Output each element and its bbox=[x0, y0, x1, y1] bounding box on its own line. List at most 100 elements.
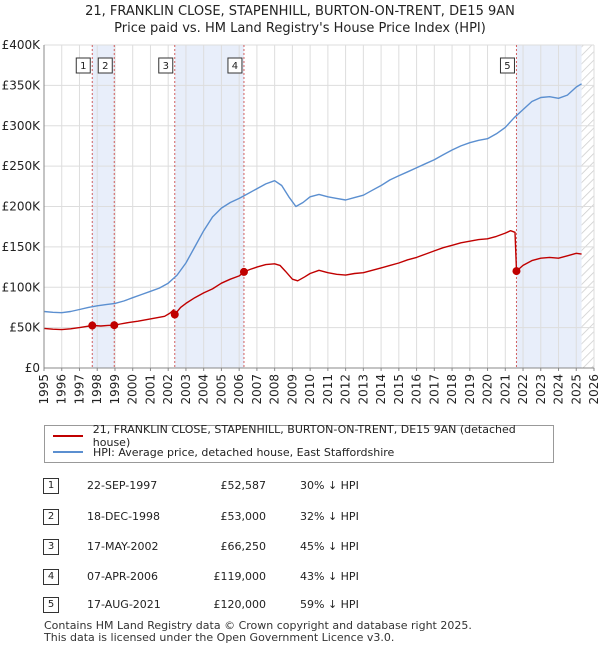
x-tick-label: 2011 bbox=[321, 374, 335, 405]
transaction-label-text: 2 bbox=[102, 61, 108, 72]
legend: 21, FRANKLIN CLOSE, STAPENHILL, BURTON-O… bbox=[44, 423, 554, 463]
x-tick-label: 1998 bbox=[90, 374, 104, 405]
transaction-badge: 3 bbox=[43, 539, 59, 555]
transaction-hpi-diff: 32% ↓ HPI bbox=[300, 510, 359, 523]
transaction-point bbox=[170, 310, 179, 319]
transaction-label-frame bbox=[97, 57, 113, 74]
property-price-line bbox=[43, 230, 582, 331]
transaction-price: £52,587 bbox=[220, 479, 267, 492]
legend-label-property: 21, FRANKLIN CLOSE, STAPENHILL, BURTON-O… bbox=[92, 423, 516, 449]
transaction-hpi-diff: 43% ↓ HPI bbox=[300, 570, 359, 583]
transaction-label-frame bbox=[158, 57, 174, 74]
hpi-line bbox=[43, 83, 582, 314]
y-tick-label: £300K bbox=[2, 119, 42, 133]
x-tick-label: 2014 bbox=[374, 374, 388, 405]
x-tick-label: 2023 bbox=[534, 374, 548, 405]
x-tick-label: 1997 bbox=[72, 374, 86, 405]
transaction-label-frame bbox=[227, 57, 243, 74]
transaction-label-text: 5 bbox=[504, 61, 510, 72]
x-tick-label: 2025 bbox=[569, 374, 583, 405]
y-tick-label: £400K bbox=[2, 38, 42, 52]
transaction-point bbox=[239, 267, 248, 276]
legend-item-hpi: HPI: Average price, detached house, East… bbox=[53, 444, 394, 460]
transaction-label-box: 3 bbox=[158, 57, 174, 74]
x-tick-label: 2026 bbox=[587, 374, 600, 405]
transaction-date: 17-AUG-2021 bbox=[87, 598, 161, 611]
x-tick-label: 2022 bbox=[516, 374, 530, 405]
transaction-date: 18-DEC-1998 bbox=[87, 510, 161, 523]
transaction-label-text: 3 bbox=[163, 61, 169, 72]
x-tick-label: 2000 bbox=[126, 374, 140, 405]
x-tick-label: 2012 bbox=[339, 374, 353, 405]
x-tick-label: 2008 bbox=[268, 374, 282, 405]
x-tick-label: 2020 bbox=[481, 374, 495, 405]
x-tick-label: 2015 bbox=[392, 374, 406, 405]
transaction-badge: 4 bbox=[43, 569, 59, 585]
footer-licence: This data is licensed under the Open Gov… bbox=[44, 631, 395, 644]
y-tick-label: £0 bbox=[25, 361, 40, 375]
transaction-date: 22-SEP-1997 bbox=[87, 479, 158, 492]
x-tick-label: 2021 bbox=[498, 374, 512, 405]
x-tick-label: 2006 bbox=[232, 374, 246, 405]
y-tick-label: £200K bbox=[2, 200, 42, 214]
legend-item-property: 21, FRANKLIN CLOSE, STAPENHILL, BURTON-O… bbox=[53, 423, 553, 449]
transaction-date: 07-APR-2006 bbox=[87, 570, 159, 583]
table-row: 4 07-APR-2006 £119,000 43% ↓ HPI bbox=[0, 569, 600, 587]
transaction-badge: 5 bbox=[43, 597, 59, 613]
chart-title: 21, FRANKLIN CLOSE, STAPENHILL, BURTON-O… bbox=[85, 4, 515, 19]
x-tick-label: 2016 bbox=[410, 374, 424, 405]
transaction-hpi-diff: 59% ↓ HPI bbox=[300, 598, 359, 611]
footer: Contains HM Land Registry data © Crown c… bbox=[44, 620, 472, 644]
x-tick-label: 1996 bbox=[55, 374, 69, 405]
transaction-price: £53,000 bbox=[220, 510, 267, 523]
legend-label-hpi: HPI: Average price, detached house, East… bbox=[93, 445, 395, 459]
table-row: 3 17-MAY-2002 £66,250 45% ↓ HPI bbox=[0, 539, 600, 557]
x-tick-label: 2003 bbox=[179, 374, 193, 405]
table-row: 1 22-SEP-1997 £52,587 30% ↓ HPI bbox=[0, 478, 600, 496]
x-tick-label: 2001 bbox=[143, 374, 157, 405]
transaction-price: £120,000 bbox=[213, 598, 267, 611]
transaction-point bbox=[88, 321, 97, 330]
transaction-label-box: 1 bbox=[75, 57, 91, 74]
transaction-price: £66,250 bbox=[220, 540, 267, 553]
chart-subtitle: Price paid vs. HM Land Registry's House … bbox=[114, 21, 486, 36]
x-tick-label: 2002 bbox=[161, 374, 175, 405]
x-tick-label: 2018 bbox=[445, 374, 459, 405]
x-tick-label: 2009 bbox=[285, 374, 299, 405]
y-tick-label: £350K bbox=[2, 78, 42, 92]
transaction-label-text: 4 bbox=[232, 61, 238, 72]
x-tick-label: 1995 bbox=[37, 374, 51, 405]
transaction-label-box: 2 bbox=[97, 57, 113, 74]
transaction-label-box: 5 bbox=[499, 57, 515, 74]
transaction-label-text: 1 bbox=[80, 61, 86, 72]
y-tick-label: £50K bbox=[9, 321, 41, 335]
x-tick-label: 2010 bbox=[303, 374, 317, 405]
transaction-badge: 2 bbox=[43, 509, 59, 525]
footer-copyright: Contains HM Land Registry data © Crown c… bbox=[44, 619, 472, 632]
y-tick-label: £250K bbox=[2, 159, 42, 173]
x-tick-label: 2024 bbox=[552, 374, 566, 405]
transaction-hpi-diff: 30% ↓ HPI bbox=[300, 479, 359, 492]
table-row: 2 18-DEC-1998 £53,000 32% ↓ HPI bbox=[0, 509, 600, 527]
transaction-badge: 1 bbox=[43, 478, 59, 494]
price-chart: 1 2 3 4 5 £0 £50K £100K £150K £200K £250K £300K £350… bbox=[2, 38, 600, 405]
x-tick-label: 1999 bbox=[108, 374, 122, 405]
transaction-point bbox=[110, 321, 119, 330]
x-tick-label: 2007 bbox=[250, 374, 264, 405]
transaction-point bbox=[512, 267, 521, 276]
table-row: 5 17-AUG-2021 £120,000 59% ↓ HPI bbox=[0, 597, 600, 615]
transaction-date: 17-MAY-2002 bbox=[87, 540, 159, 553]
transaction-price: £119,000 bbox=[213, 570, 267, 583]
transaction-label-frame bbox=[75, 57, 91, 74]
legend-swatch-hpi bbox=[53, 451, 83, 453]
x-tick-label: 2004 bbox=[197, 374, 211, 405]
legend-swatch-property bbox=[53, 435, 83, 437]
x-tick-label: 2013 bbox=[356, 374, 370, 405]
y-tick-label: £150K bbox=[2, 240, 42, 254]
y-tick-label: £100K bbox=[2, 280, 42, 294]
x-tick-label: 2005 bbox=[214, 374, 228, 405]
x-tick-label: 2019 bbox=[463, 374, 477, 405]
transaction-label-box: 4 bbox=[227, 57, 243, 74]
x-tick-label: 2017 bbox=[427, 374, 441, 405]
transaction-hpi-diff: 45% ↓ HPI bbox=[300, 540, 359, 553]
